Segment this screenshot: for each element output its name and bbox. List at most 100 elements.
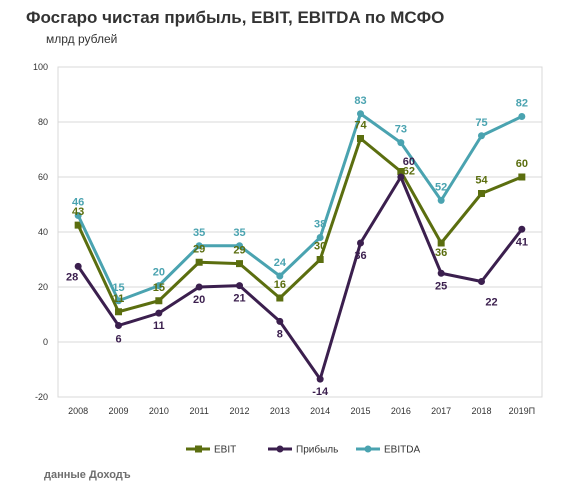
marker-ebit bbox=[276, 294, 284, 302]
x-tick-label: 2017 bbox=[431, 406, 451, 416]
x-tick-label: 2019П bbox=[509, 406, 536, 416]
marker-ebit bbox=[478, 190, 485, 197]
marker-ebitda bbox=[276, 272, 284, 280]
x-tick-label: 2018 bbox=[471, 406, 491, 416]
y-tick-label: 80 bbox=[38, 117, 48, 127]
y-tick-label: 60 bbox=[38, 172, 48, 182]
data-label-profit: -14 bbox=[312, 386, 329, 398]
y-tick-label: 100 bbox=[33, 62, 48, 72]
data-label-ebit: 29 bbox=[193, 243, 205, 255]
marker-ebitda bbox=[518, 113, 526, 120]
data-label-ebit: 60 bbox=[516, 158, 528, 170]
marker-ebit bbox=[316, 256, 324, 263]
data-label-ebitda: 35 bbox=[233, 227, 245, 239]
data-label-profit: 6 bbox=[115, 334, 121, 346]
marker-profit bbox=[276, 317, 284, 325]
marker-ebitda bbox=[357, 110, 364, 118]
data-label-ebitda: 46 bbox=[72, 197, 84, 209]
marker-ebitda bbox=[397, 139, 405, 147]
data-label-profit: 22 bbox=[485, 297, 497, 309]
data-label-ebit: 11 bbox=[113, 293, 125, 305]
data-label-profit: 36 bbox=[354, 250, 366, 262]
chart-subtitle: млрд рублей bbox=[46, 32, 118, 46]
data-label-ebit: 74 bbox=[354, 120, 367, 132]
x-tick-label: 2011 bbox=[189, 406, 208, 416]
data-label-profit: 11 bbox=[153, 320, 165, 332]
data-label-profit: 20 bbox=[193, 294, 205, 306]
x-tick-label: 2009 bbox=[108, 406, 128, 416]
data-label-profit: 60 bbox=[403, 156, 415, 168]
x-tick-label: 2008 bbox=[68, 406, 88, 416]
marker-ebitda bbox=[155, 282, 163, 290]
marker-ebitda bbox=[74, 212, 82, 219]
data-label-profit: 21 bbox=[233, 293, 245, 305]
marker-profit bbox=[316, 375, 324, 383]
y-tick-label: 0 bbox=[43, 337, 48, 347]
data-label-ebitda: 35 bbox=[193, 227, 205, 239]
marker-ebitda bbox=[316, 234, 324, 241]
marker-ebitda bbox=[115, 297, 122, 305]
data-label-ebit: 16 bbox=[274, 279, 286, 291]
data-label-ebitda: 20 bbox=[153, 267, 165, 279]
data-label-ebitda: 73 bbox=[395, 124, 407, 136]
legend: EBIT Прибыль EBITDA bbox=[186, 444, 420, 456]
x-tick-label: 2013 bbox=[270, 406, 290, 416]
legend-marker-profit bbox=[276, 445, 284, 453]
data-label-ebit: 54 bbox=[475, 175, 488, 187]
data-label-ebitda: 52 bbox=[435, 181, 447, 193]
y-tick-label: 40 bbox=[38, 227, 48, 237]
legend-label-ebitda: EBITDA bbox=[384, 445, 420, 456]
series-line-profit bbox=[76, 175, 524, 381]
marker-ebit bbox=[357, 135, 364, 142]
y-tick-label: -20 bbox=[35, 392, 48, 402]
marker-ebit bbox=[74, 221, 82, 229]
source-note: данные Доходъ bbox=[44, 469, 131, 481]
legend-marker-ebitda bbox=[364, 445, 372, 453]
y-tick-label: 20 bbox=[38, 282, 48, 292]
marker-profit bbox=[155, 309, 163, 317]
series-line-ebit bbox=[76, 137, 523, 314]
data-label-ebitda: 83 bbox=[354, 95, 366, 107]
legend-label-ebit: EBIT bbox=[214, 445, 236, 456]
data-label-profit: 8 bbox=[277, 328, 283, 340]
marker-ebit bbox=[518, 173, 526, 181]
data-label-profit: 25 bbox=[435, 280, 447, 292]
data-label-ebitda: 75 bbox=[475, 117, 487, 129]
marker-profit bbox=[437, 269, 445, 277]
data-label-profit: 28 bbox=[66, 271, 78, 283]
x-tick-label: 2014 bbox=[310, 406, 330, 416]
marker-profit bbox=[236, 282, 243, 290]
data-label-ebitda: 15 bbox=[112, 282, 124, 294]
marker-profit bbox=[115, 322, 122, 329]
data-label-ebit: 15 bbox=[153, 282, 165, 294]
marker-profit bbox=[195, 283, 203, 291]
marker-ebit bbox=[236, 260, 243, 268]
marker-profit bbox=[397, 173, 405, 181]
marker-ebit bbox=[115, 308, 122, 316]
marker-ebitda bbox=[195, 242, 203, 250]
data-label-ebitda: 24 bbox=[274, 257, 287, 269]
marker-ebit bbox=[195, 258, 203, 266]
data-label-ebitda: 82 bbox=[516, 98, 528, 110]
marker-profit bbox=[74, 262, 82, 270]
marker-profit bbox=[518, 225, 526, 233]
data-label-ebit: 62 bbox=[403, 166, 415, 178]
marker-profit bbox=[357, 239, 364, 247]
x-tick-label: 2012 bbox=[229, 406, 249, 416]
x-tick-label: 2015 bbox=[350, 406, 370, 416]
data-label-ebit: 36 bbox=[435, 247, 447, 259]
x-tick-label: 2010 bbox=[149, 406, 169, 416]
marker-ebit bbox=[155, 297, 163, 305]
marker-ebit bbox=[437, 239, 445, 247]
legend-marker-ebit bbox=[195, 445, 202, 453]
marker-ebitda bbox=[437, 196, 445, 204]
marker-ebitda bbox=[478, 132, 485, 140]
data-label-profit: 41 bbox=[516, 236, 528, 248]
x-tick-label: 2016 bbox=[391, 406, 411, 416]
marker-profit bbox=[478, 278, 485, 285]
series-line-ebitda bbox=[76, 112, 523, 303]
data-label-ebit: 29 bbox=[233, 245, 245, 257]
marker-ebitda bbox=[236, 242, 243, 250]
marker-ebit bbox=[397, 168, 405, 175]
